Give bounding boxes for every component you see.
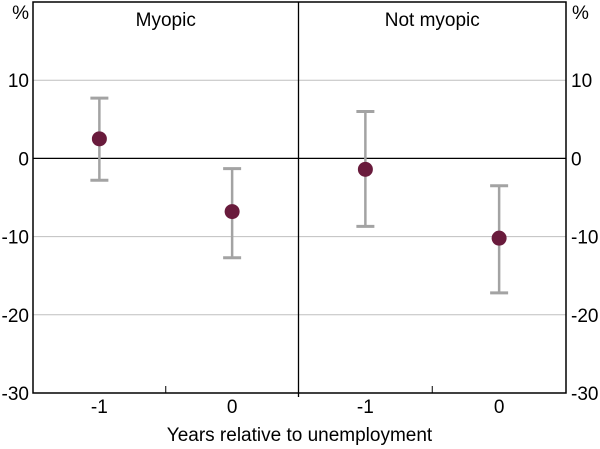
data-point [357, 161, 373, 177]
percent-label-right: % [572, 3, 589, 24]
y-tick-label-right: -10 [571, 228, 598, 249]
plot-frame [32, 1, 567, 394]
y-tick-label-right: -20 [571, 306, 598, 327]
panel-title: Myopic [136, 10, 196, 31]
data-point [91, 131, 107, 147]
panel-title: Not myopic [385, 10, 480, 31]
data-point [491, 230, 507, 246]
y-tick-label-left: -20 [2, 306, 29, 327]
x-tick-label: -1 [91, 397, 108, 418]
y-tick-label-right: 0 [571, 149, 582, 170]
y-tick-label-left: 10 [8, 71, 29, 92]
y-tick-label-left: 0 [18, 149, 29, 170]
percent-label-left: % [12, 3, 29, 24]
y-tick-label-right: 10 [571, 71, 592, 92]
x-tick-label: -1 [357, 397, 374, 418]
x-axis-title: Years relative to unemployment [167, 425, 433, 446]
y-tick-label-right: -30 [571, 384, 598, 405]
y-tick-label-left: -10 [2, 228, 29, 249]
data-point [224, 204, 240, 220]
y-tick-label-left: -30 [2, 384, 29, 405]
x-tick-label: 0 [227, 397, 238, 418]
x-tick-label: 0 [494, 397, 505, 418]
